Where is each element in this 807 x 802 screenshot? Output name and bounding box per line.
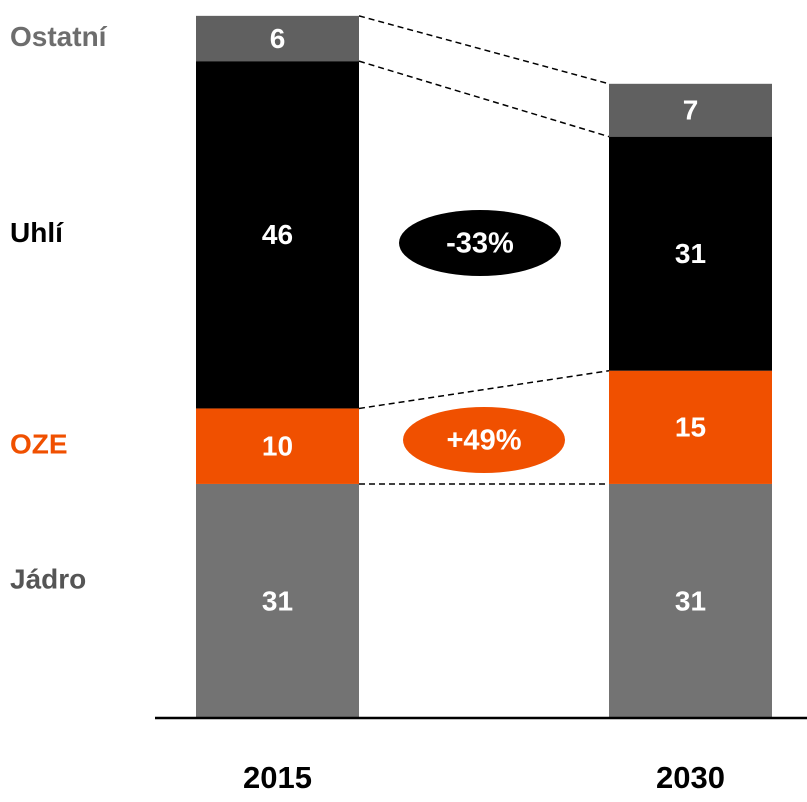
x-tick-label: 2030 bbox=[656, 760, 725, 795]
value-label: 31 bbox=[262, 585, 293, 616]
value-label: 10 bbox=[262, 431, 293, 462]
connector bbox=[358, 60, 610, 138]
series-label: Jádro bbox=[10, 563, 86, 594]
connector bbox=[358, 15, 610, 85]
annotation: -33% bbox=[446, 228, 514, 260]
value-label: 6 bbox=[270, 23, 286, 54]
bar-segment bbox=[196, 483, 359, 718]
value-label: 31 bbox=[675, 238, 706, 269]
bar-segment bbox=[609, 370, 772, 484]
bar-segment bbox=[609, 483, 772, 718]
bar-segment bbox=[196, 61, 359, 409]
value-label: 46 bbox=[262, 219, 293, 250]
connector bbox=[358, 369, 610, 410]
annotation-badge bbox=[403, 407, 565, 473]
bar-segment bbox=[609, 136, 772, 371]
x-tick-label: 2015 bbox=[243, 760, 312, 795]
value-label: 15 bbox=[675, 412, 706, 443]
bar-segment bbox=[609, 83, 772, 137]
series-label: Uhlí bbox=[10, 217, 64, 248]
annotation-badge bbox=[399, 210, 561, 276]
series-label: Ostatní bbox=[10, 21, 108, 52]
bar-segment bbox=[196, 408, 359, 484]
annotation: +49% bbox=[447, 425, 522, 457]
bar-segment bbox=[196, 15, 359, 62]
value-label: 7 bbox=[683, 95, 699, 126]
series-label: OZE bbox=[10, 429, 68, 460]
value-label: 31 bbox=[675, 585, 706, 616]
